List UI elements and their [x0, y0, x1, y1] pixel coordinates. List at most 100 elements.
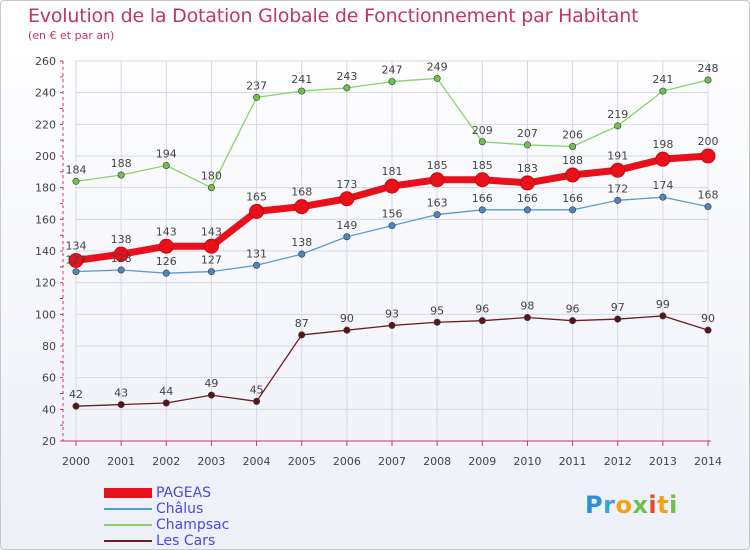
- data-point: [519, 175, 535, 191]
- data-label: 168: [698, 189, 719, 202]
- legend-label: Châlus: [156, 501, 204, 517]
- data-label: 206: [562, 129, 583, 142]
- data-label: 168: [291, 186, 312, 199]
- x-tick-label: 2012: [604, 455, 632, 468]
- data-label: 99: [656, 298, 670, 311]
- data-point: [614, 315, 622, 323]
- data-point: [478, 317, 486, 325]
- y-tick-label: 100: [35, 308, 56, 321]
- data-label: 97: [611, 301, 625, 314]
- data-label: 156: [382, 208, 403, 221]
- data-point: [68, 253, 84, 268]
- data-point: [704, 326, 712, 334]
- data-point: [659, 87, 667, 95]
- data-label: 44: [159, 385, 173, 398]
- data-label: 95: [430, 304, 444, 317]
- data-label: 166: [472, 192, 493, 205]
- y-tick-label: 200: [35, 150, 56, 163]
- x-tick-label: 2003: [197, 455, 225, 468]
- data-label: 181: [382, 165, 403, 178]
- data-label: 143: [201, 225, 222, 238]
- data-label: 163: [427, 197, 448, 210]
- data-point: [614, 196, 622, 204]
- data-label: 209: [472, 124, 493, 137]
- chart-subtitle: (en € et par an): [28, 29, 115, 42]
- x-tick-label: 2006: [333, 455, 361, 468]
- data-label: 180: [201, 170, 222, 183]
- y-tick-label: 220: [35, 118, 56, 131]
- data-label: 127: [66, 254, 87, 267]
- data-point: [298, 250, 306, 258]
- x-tick-label: 2000: [62, 455, 90, 468]
- data-point: [162, 399, 170, 407]
- data-label: 198: [652, 138, 673, 151]
- data-point: [569, 143, 577, 151]
- data-label: 138: [111, 233, 132, 246]
- data-label: 188: [562, 154, 583, 167]
- legend-swatch: [104, 488, 152, 498]
- data-label: 247: [382, 64, 403, 77]
- x-tick-label: 2008: [423, 455, 451, 468]
- data-label: 149: [336, 219, 357, 232]
- x-tick-label: 2007: [378, 455, 406, 468]
- data-point: [384, 178, 400, 194]
- data-label: 127: [201, 254, 222, 267]
- data-point: [72, 402, 80, 410]
- data-point: [158, 238, 174, 254]
- data-label: 43: [114, 387, 128, 400]
- data-point: [113, 246, 129, 262]
- data-point: [388, 78, 396, 86]
- data-label: 200: [698, 135, 719, 148]
- x-tick-label: 2014: [694, 455, 722, 468]
- axes: 20 40 60 80 100 120 140 160 180 200 220 240 260 2000 2…: [35, 55, 722, 468]
- data-label: 90: [701, 312, 715, 325]
- data-point: [298, 331, 306, 339]
- data-label: 90: [340, 312, 354, 325]
- data-label: 248: [698, 62, 719, 75]
- data-label: 87: [295, 317, 309, 330]
- data-point: [388, 222, 396, 230]
- x-tick-label: 2013: [649, 455, 677, 468]
- y-tick-label: 40: [42, 403, 56, 416]
- x-tick-label: 2004: [243, 455, 271, 468]
- y-tick-label: 240: [35, 87, 56, 100]
- data-point: [72, 268, 80, 276]
- data-label: 45: [250, 383, 264, 396]
- data-point: [478, 206, 486, 214]
- data-label: 98: [520, 300, 534, 313]
- x-tick-label: 2009: [468, 455, 496, 468]
- data-point: [614, 122, 622, 130]
- data-label: 166: [517, 192, 538, 205]
- data-point: [569, 206, 577, 214]
- y-tick-label: 20: [42, 435, 56, 448]
- data-point: [253, 261, 261, 269]
- data-label: 249: [427, 60, 448, 73]
- data-label: 172: [607, 182, 628, 195]
- data-label: 96: [566, 303, 580, 316]
- data-point: [162, 269, 170, 277]
- data-label: 185: [472, 159, 493, 172]
- x-tick-label: 2011: [559, 455, 587, 468]
- legend-swatch: [104, 508, 152, 510]
- data-label: 219: [607, 108, 628, 121]
- data-point: [117, 266, 125, 274]
- data-label: 165: [246, 190, 267, 203]
- data-point: [249, 203, 265, 219]
- data-point: [433, 318, 441, 326]
- y-tick-label: 260: [35, 55, 56, 68]
- data-label: 166: [562, 192, 583, 205]
- data-point: [203, 238, 219, 254]
- legend-label: PAGEAS: [156, 485, 212, 501]
- data-label: 49: [204, 377, 218, 390]
- legend-swatch: [104, 540, 152, 542]
- data-point: [704, 76, 712, 84]
- data-point: [343, 233, 351, 241]
- x-tick-label: 2005: [288, 455, 316, 468]
- data-point: [659, 193, 667, 201]
- data-label: 184: [66, 163, 87, 176]
- data-point: [569, 317, 577, 325]
- gridlines: [75, 60, 709, 442]
- data-point: [298, 87, 306, 95]
